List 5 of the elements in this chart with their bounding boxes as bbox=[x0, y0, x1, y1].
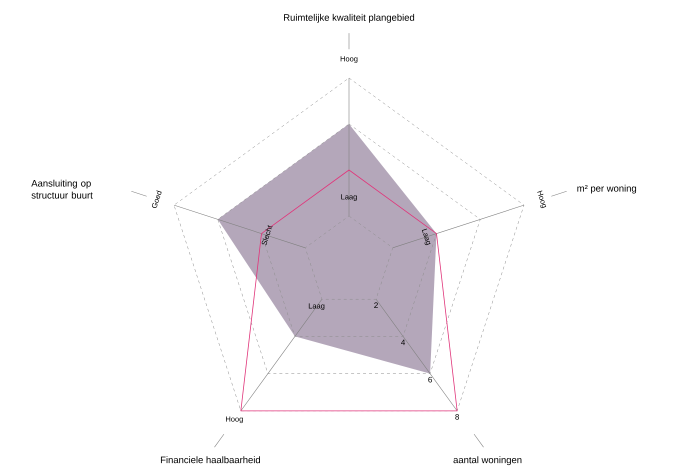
spoke-label: Ruimtelijke kwaliteit plangebied bbox=[284, 14, 414, 23]
spoke-label: Financiele haalbaarheid bbox=[160, 456, 260, 464]
spoke-label: aantal woningen bbox=[454, 456, 522, 466]
spoke-label: Aansluiting op structuur buurt bbox=[31, 180, 93, 199]
spoke-label: m² per woning bbox=[577, 184, 636, 194]
